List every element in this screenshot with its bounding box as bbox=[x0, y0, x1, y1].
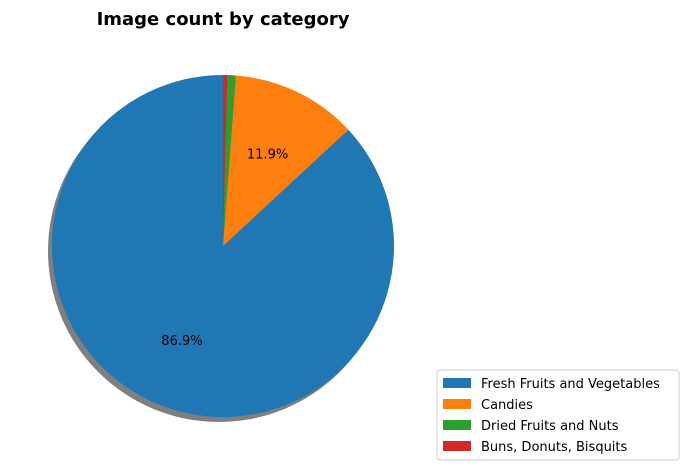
pie-slice-dried-fruits-and-nuts bbox=[223, 75, 236, 246]
legend-label-fresh-fruits-and-vegetables: Fresh Fruits and Vegetables bbox=[481, 377, 660, 392]
pie-slices bbox=[52, 74, 395, 418]
legend-swatch-dried-fruits-and-nuts bbox=[443, 420, 471, 430]
legend: Fresh Fruits and Vegetables Candies Dried … bbox=[436, 369, 680, 461]
chart-title: Image count by category bbox=[97, 9, 350, 30]
pie-pct-label-candies: 11.9% bbox=[247, 148, 288, 163]
legend-swatch-buns-donuts-bisquits bbox=[443, 441, 471, 451]
pie-pct-label-fresh-fruits-and-vegetables: 86.9% bbox=[161, 334, 202, 349]
legend-swatch-fresh-fruits-and-vegetables bbox=[443, 378, 471, 388]
pie-slice-candies bbox=[223, 75, 349, 247]
legend-swatch-candies bbox=[443, 399, 471, 409]
pie-labels: 86.9% 11.9% bbox=[161, 148, 288, 349]
legend-label-dried-fruits-and-nuts: Dried Fruits and Nuts bbox=[481, 419, 619, 434]
legend-frame bbox=[436, 369, 680, 461]
legend-label-buns-donuts-bisquits: Buns, Donuts, Bisquits bbox=[481, 440, 628, 455]
pie-slice-buns-donuts-bisquits bbox=[223, 74, 228, 246]
legend-label-candies: Candies bbox=[481, 398, 533, 413]
pie-slice-fresh-fruits-and-vegetables bbox=[52, 75, 395, 418]
legend-items: Fresh Fruits and Vegetables Candies Dried … bbox=[443, 377, 660, 455]
